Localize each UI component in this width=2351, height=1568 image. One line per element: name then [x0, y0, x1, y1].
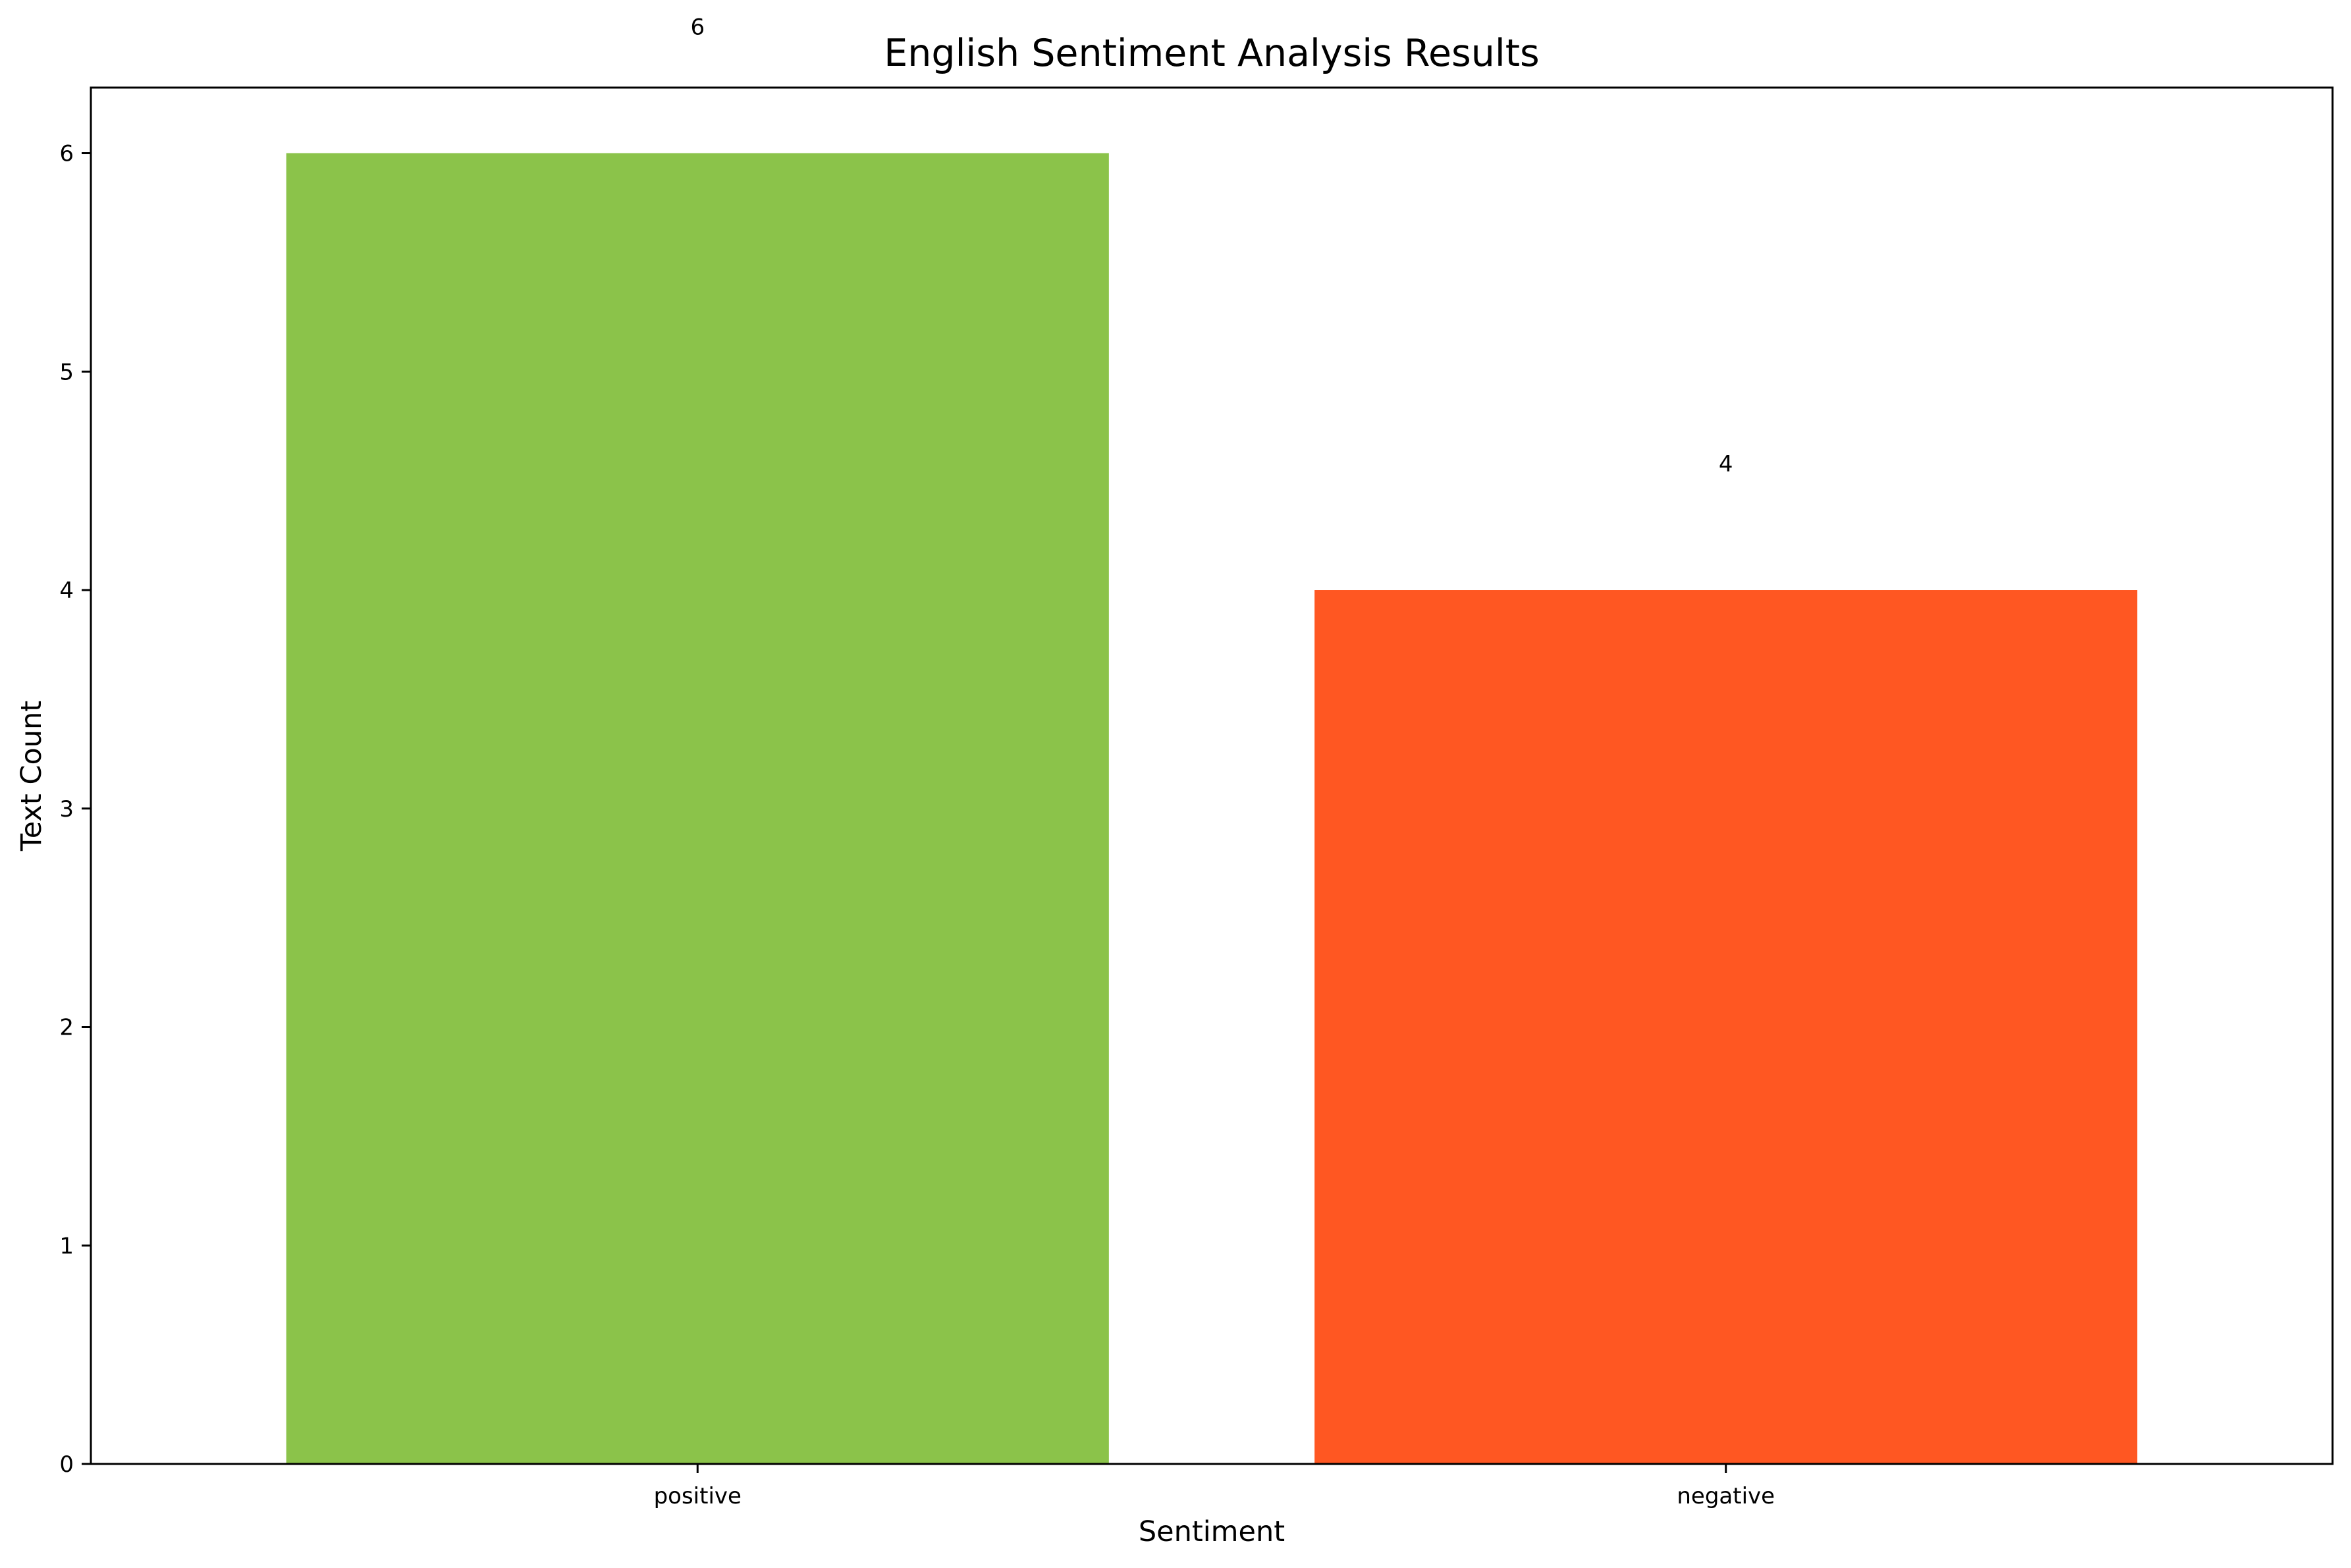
- y-tick-label-6: 6: [59, 141, 74, 167]
- y-tick-label-3: 3: [59, 796, 74, 823]
- chart-title: English Sentiment Analysis Results: [884, 32, 1539, 75]
- x-axis-label: Sentiment: [1139, 1515, 1285, 1548]
- bars-layer: [286, 153, 2138, 1464]
- y-tick-label-5: 5: [59, 359, 74, 385]
- bar-positive: [286, 153, 1109, 1464]
- plot-frame: [90, 86, 2334, 1465]
- x-tick-label-negative: negative: [1677, 1483, 1775, 1509]
- y-tick-label-4: 4: [59, 578, 74, 604]
- y-tick-label-1: 1: [59, 1233, 74, 1259]
- data-label-negative: 4: [1719, 451, 1733, 477]
- x-tick-label-positive: positive: [654, 1483, 742, 1509]
- data-label-positive: 6: [690, 14, 705, 41]
- y-tick-label-0: 0: [59, 1451, 74, 1478]
- bar-negative: [1314, 590, 2138, 1464]
- data-labels-layer: 64: [690, 14, 1733, 477]
- y-axis-label: Text Count: [15, 701, 48, 852]
- y-axis: 0 1 2 3 4 5 6: [59, 141, 91, 1478]
- x-axis: positive negative: [654, 1464, 1775, 1509]
- y-tick-label-2: 2: [59, 1015, 74, 1041]
